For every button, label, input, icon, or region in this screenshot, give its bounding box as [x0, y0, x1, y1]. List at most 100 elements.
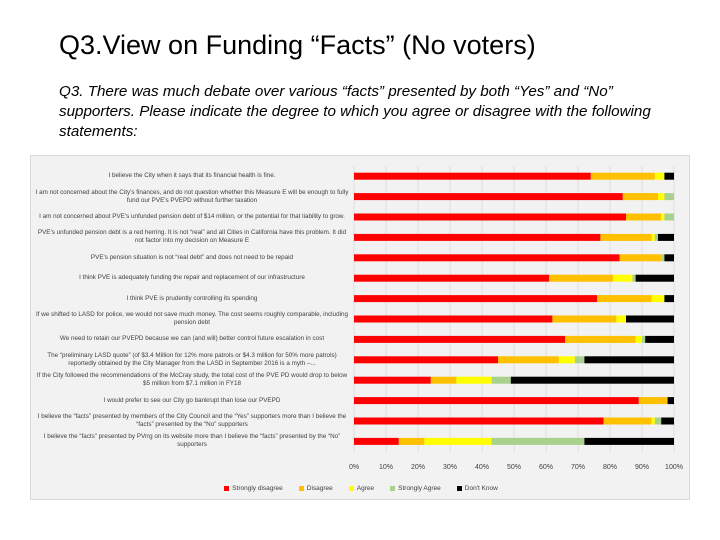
bar-segment: [626, 315, 674, 323]
bar-segment: [574, 356, 585, 364]
bar-segment: [354, 193, 623, 201]
category-label: I am not concerned about PVE's unfunded …: [39, 212, 345, 220]
bar-segment: [654, 172, 665, 180]
stacked-bar-chart: I believe the City when it says that its…: [30, 155, 690, 500]
bar-segment: [498, 356, 559, 364]
bar-segment: [491, 437, 585, 445]
category-label: I believe the City when it says that its…: [108, 172, 276, 180]
bar-segment: [638, 397, 668, 405]
x-tick-label: 20%: [410, 464, 425, 471]
legend-item: Disagree: [298, 485, 333, 492]
legend-swatch: [224, 486, 230, 491]
x-tick-label: 0%: [348, 464, 360, 471]
bar-segment: [354, 335, 566, 343]
bar-segment: [651, 295, 665, 303]
bar-segment: [354, 274, 550, 282]
category-label: If we shifted to LASD for police, we wou…: [36, 310, 348, 326]
chart-legend: Strongly disagree Disagree Agree Strongly A…: [31, 485, 691, 492]
legend-item: Don't Know: [456, 485, 498, 492]
slide-title: Q3.View on Funding “Facts” (No voters): [59, 30, 536, 60]
bar-segment: [635, 274, 674, 282]
x-tick-label: 90%: [634, 464, 649, 471]
bar-segment: [664, 193, 674, 201]
bar-segment: [430, 376, 457, 384]
bar-segment: [398, 437, 425, 445]
bar-segment: [661, 213, 665, 221]
legend-item: Agree: [348, 485, 375, 492]
legend-label: Disagree: [306, 485, 333, 492]
bar-segment: [664, 295, 674, 303]
legend-label: Don't Know: [464, 485, 498, 492]
bar-segment: [642, 335, 646, 343]
slide-subtitle: Q3. There was much debate over various “…: [59, 83, 651, 140]
bar-segment: [622, 193, 658, 201]
bar-segment: [590, 172, 655, 180]
bar-segment: [354, 233, 601, 241]
bar-segment: [354, 213, 626, 221]
bar-segment: [600, 233, 652, 241]
category-label: PVE's pension situation is not “real deb…: [90, 253, 294, 261]
legend-label: Strongly disagree: [232, 485, 283, 492]
bar-segment: [510, 376, 674, 384]
bar-segment: [664, 254, 674, 262]
category-label: PVE's unfunded pension debt is a red her…: [37, 229, 347, 245]
bar-segment: [597, 295, 652, 303]
bar-segment: [354, 356, 498, 364]
category-label: I am not concerned about the City's fina…: [35, 188, 349, 204]
bar-segment: [626, 213, 662, 221]
x-tick-label: 70%: [570, 464, 585, 471]
bar-segment: [645, 335, 674, 343]
bar-segment: [635, 335, 642, 343]
x-tick-label: 40%: [474, 464, 489, 471]
category-label: I would prefer to see our City go bankru…: [103, 396, 281, 404]
bar-segment: [584, 356, 674, 364]
x-tick-label: 10%: [378, 464, 393, 471]
bar-segment: [565, 335, 636, 343]
bar-segment: [654, 233, 658, 241]
bar-segment: [549, 274, 614, 282]
category-label: I believe the “facts” presented by membe…: [37, 412, 347, 428]
bar-segment: [354, 295, 598, 303]
bar-segment: [424, 437, 492, 445]
x-tick-label: 30%: [442, 464, 457, 471]
bar-segment: [664, 213, 674, 221]
bar-segment: [651, 417, 655, 425]
chart-plot-area: [353, 166, 675, 452]
bar-segment: [456, 376, 492, 384]
bar-segment: [613, 274, 633, 282]
bar-segment: [491, 376, 511, 384]
x-tick-label: 80%: [602, 464, 617, 471]
bar-segment: [619, 254, 662, 262]
legend-item: Strongly Agree: [390, 485, 441, 492]
bar-segment: [661, 417, 674, 425]
bar-segment: [558, 356, 575, 364]
bar-segment: [354, 397, 639, 405]
bar-segment: [632, 274, 636, 282]
bar-segment: [667, 397, 674, 405]
category-label: I believe the “facts” presented by PVrrg…: [43, 433, 341, 449]
category-label: We need to retain our PVEPD because we c…: [59, 335, 325, 343]
category-label: The “preliminary LASD quote” (of $3.4 Mi…: [47, 351, 337, 367]
bar-segment: [584, 437, 674, 445]
bar-segment: [658, 233, 674, 241]
legend-swatch: [298, 486, 304, 491]
bar-segment: [354, 172, 591, 180]
bar-segment: [354, 437, 399, 445]
bar-segment: [664, 172, 674, 180]
bar-segment: [603, 417, 652, 425]
bar-segment: [354, 417, 604, 425]
bar-segment: [616, 315, 626, 323]
x-tick-label: 100%: [665, 464, 683, 471]
bar-segment: [661, 254, 665, 262]
bar-segment: [552, 315, 617, 323]
category-label: If the City followed the recommendations…: [36, 372, 348, 388]
category-label: I think PVE is prudently controlling its…: [126, 294, 258, 302]
bar-segment: [354, 315, 553, 323]
legend-swatch: [348, 486, 354, 491]
bar-segment: [354, 254, 620, 262]
bar-segment: [654, 417, 662, 425]
legend-label: Agree: [356, 485, 375, 492]
legend-swatch: [390, 486, 396, 491]
category-label: I think PVE is adequately funding the re…: [79, 274, 305, 282]
bar-segment: [354, 376, 431, 384]
